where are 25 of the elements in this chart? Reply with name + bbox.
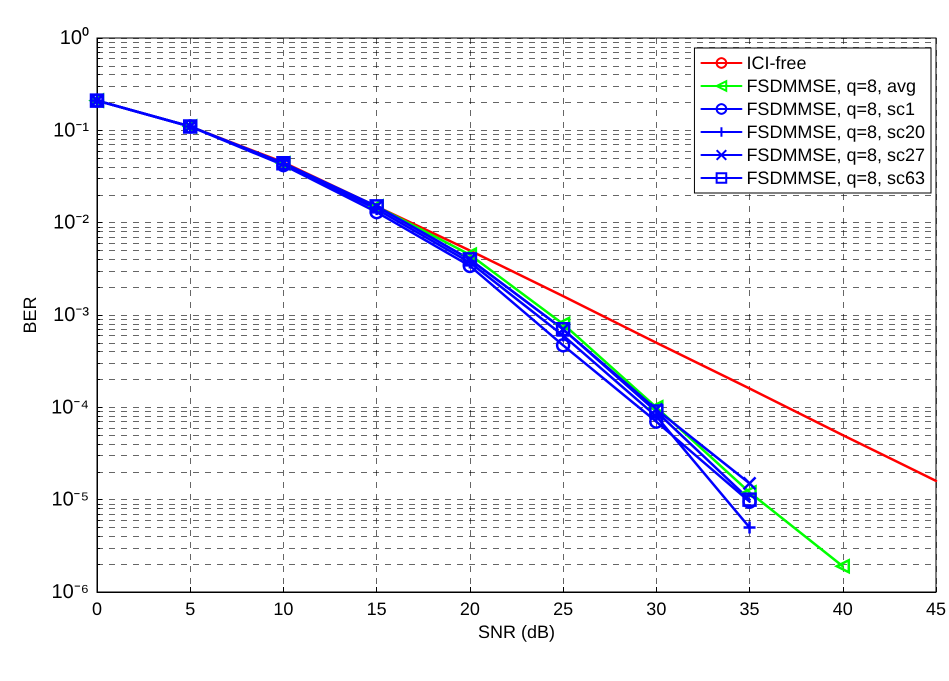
legend-label: FSDMMSE, q=8, sc20 xyxy=(746,122,926,142)
x-tick-label: 0 xyxy=(92,599,102,619)
legend-label: FSDMMSE, q=8, sc1 xyxy=(746,99,916,119)
y-tick-label: 10⁻⁶ xyxy=(52,581,89,603)
y-tick-label: 10⁰ xyxy=(60,26,89,49)
x-tick-label: 30 xyxy=(646,599,666,619)
x-tick-label: 35 xyxy=(740,599,760,619)
x-tick-label: 45 xyxy=(926,599,946,619)
x-tick-label: 15 xyxy=(366,599,387,619)
legend-label: FSDMMSE, q=8, avg xyxy=(746,76,916,96)
legend-label: ICI-free xyxy=(746,53,806,73)
x-axis-title: SNR (dB) xyxy=(478,622,555,642)
y-tick-label: 10⁻³ xyxy=(53,304,90,326)
x-tick-label: 5 xyxy=(185,599,196,619)
x-tick-label: 20 xyxy=(460,599,480,619)
y-tick-label: 10⁻⁴ xyxy=(51,396,89,418)
x-tick-label: 25 xyxy=(553,599,574,619)
legend-label: FSDMMSE, q=8, sc27 xyxy=(746,145,926,165)
y-tick-label: 10⁻⁵ xyxy=(51,488,89,511)
y-tick-label: 10⁻¹ xyxy=(53,119,90,142)
y-axis-title: BER xyxy=(20,296,40,334)
x-tick-label: 40 xyxy=(832,599,853,619)
y-tick-label: 10⁻² xyxy=(53,212,90,234)
x-tick-label: 10 xyxy=(273,599,294,619)
legend-label: FSDMMSE, q=8, sc63 xyxy=(746,168,926,188)
